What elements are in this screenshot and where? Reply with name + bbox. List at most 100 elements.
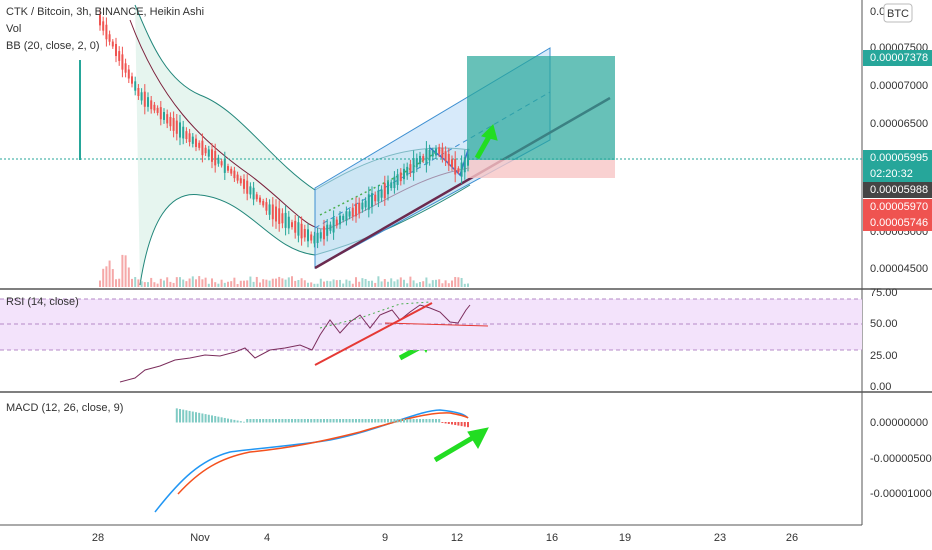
volume-bar [297,279,300,287]
macd-histogram [223,417,226,423]
macd-histogram [246,419,249,423]
volume-bar [438,279,441,287]
macd-tick-label: -0.00000500 [870,453,932,465]
price-tag [863,150,932,166]
candle-body [409,164,412,173]
volume-bar [383,279,386,287]
candle-body [415,158,418,168]
volume-bar [313,283,316,287]
candle-body [268,204,271,215]
legend-text: BB (20, close, 2, 0) [6,40,100,52]
candle-body [182,126,185,139]
rsi-support [384,322,489,327]
volume-bar [159,278,162,287]
macd-histogram [335,419,338,423]
candle-body [345,211,348,221]
candle-body [185,131,188,140]
candle-body [316,232,319,244]
candle-body [230,168,233,174]
macd-histogram [188,410,191,423]
macd-line [154,409,469,513]
currency-badge [883,3,913,23]
candle-body [147,97,149,107]
macd-histogram [339,419,341,423]
macd-histogram [185,410,188,423]
volume-bar [345,279,348,287]
legend-text: CTK / Bitcoin, 3h, BINANCE, Heikin Ashi [6,6,204,18]
macd-histogram [419,419,421,423]
candle-body [419,155,421,165]
volume-bar [201,279,204,287]
candle-body [300,223,303,239]
volume-bar [265,279,268,287]
macd-histogram [415,419,418,423]
volume-bar [281,278,284,287]
macd-histogram [239,421,242,423]
candle-body [451,159,453,168]
volume-bar [214,282,217,287]
candle-body [137,88,140,96]
candle-body [435,148,437,156]
candle-body [329,224,332,231]
legend-text: Vol [6,23,21,35]
macd-histogram [348,419,351,423]
macd-histogram [207,414,210,423]
volume-bar [451,280,453,287]
candle-body [431,150,434,157]
macd-histogram [396,419,399,423]
volume-bar [262,279,265,287]
candle-body [121,54,124,70]
candle-body [364,200,367,208]
price-tag-label: 0.00005995 [870,152,928,164]
macd-histogram [243,421,245,423]
macd-histogram [441,422,444,423]
volume-bar [460,277,463,287]
macd-histogram [367,419,370,423]
rsi-trend [314,302,433,366]
macd-tick-label: -0.00001000 [870,488,932,500]
candle-body [371,193,373,207]
macd-histogram [451,422,453,425]
macd-histogram [268,419,271,423]
volume-bar [156,283,159,287]
rsi-tick-label: 0.00 [870,381,891,393]
macd-histogram [431,419,434,423]
candle-body [377,190,380,202]
macd-histogram [291,419,293,423]
volume-bar [108,260,111,287]
time-tick-label: 19 [619,532,631,544]
volume-bar [342,283,345,287]
macd-tick-label: 0.00000000 [870,417,928,429]
macd-histogram [371,419,373,423]
candle-body [319,232,322,239]
legend-text: RSI (14, close) [6,296,79,308]
candle-body [211,149,213,162]
macd-histogram [374,419,377,423]
volume-bar [182,279,185,287]
macd-histogram [233,419,236,423]
volume-bar [105,266,108,287]
candle-body [287,216,290,229]
candle-body [351,207,354,217]
macd-histogram [220,417,223,423]
price-tag [863,215,932,231]
price-tag [863,199,932,215]
time-tick-label: 9 [382,532,388,544]
macd-histogram [179,409,181,423]
volume-bar [284,279,287,287]
volume-bar [150,277,153,287]
volume-bar [393,281,396,287]
time-tick-label: 26 [786,532,798,544]
volume-bar [291,276,293,287]
volume-bar [233,277,236,287]
candle-body [140,92,143,101]
volume-bar [147,282,149,287]
macd-histogram [422,419,425,423]
macd-histogram [332,419,335,423]
candle-body [447,153,450,166]
candle-body [313,235,316,244]
volume-bar [204,277,207,287]
candle-body [111,41,114,47]
volume-bar [127,267,130,287]
candle-body [428,149,431,161]
